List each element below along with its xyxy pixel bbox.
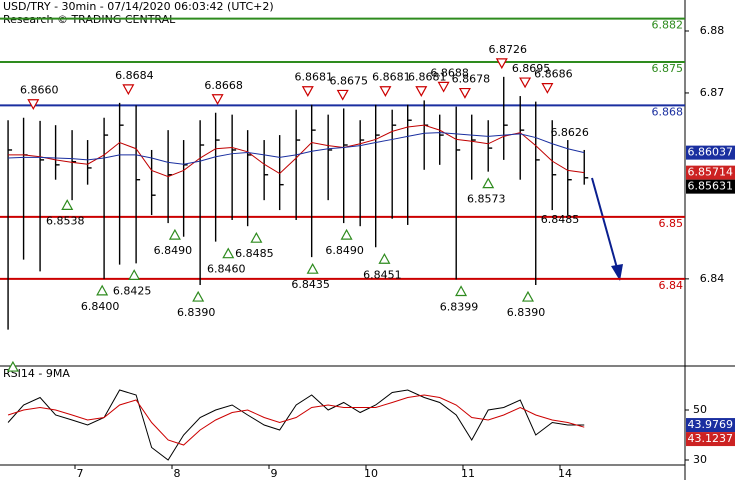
value-box [686, 145, 735, 160]
support-marker [455, 285, 468, 297]
value-box [686, 165, 735, 180]
resistance-label: 6.8675 [329, 74, 368, 87]
resistance-label: 6.8681 [372, 71, 411, 84]
resistance-marker [458, 87, 471, 99]
value-box [686, 179, 735, 194]
x-tick-label: 11 [461, 467, 475, 480]
rsi-line [7, 394, 585, 446]
support-label: 6.8390 [507, 306, 546, 319]
support-marker [378, 253, 391, 264]
resistance-marker [541, 83, 554, 94]
resistance-label: 6.8660 [20, 84, 59, 97]
support-marker [128, 269, 141, 280]
value-box-label: 43.1237 [688, 432, 734, 445]
resistance-marker [495, 58, 508, 70]
value-box-label: 43.9769 [688, 418, 734, 431]
resistance-label: 6.8681 [295, 71, 334, 84]
support-label: 6.8538 [46, 214, 85, 227]
support-marker [61, 199, 74, 210]
value-box-label: 6.86037 [688, 146, 734, 159]
y-tick-label: 6.84 [700, 272, 725, 285]
x-tick-label: 10 [364, 467, 378, 480]
support-label: 6.8451 [363, 268, 402, 281]
level-label: 6.882 [652, 19, 684, 32]
support-marker [222, 247, 235, 259]
support-label: 6.8400 [81, 300, 120, 313]
support-marker [6, 360, 19, 372]
support-label: 6.8399 [440, 300, 479, 313]
resistance-label: 6.8684 [115, 69, 154, 82]
support-label: 6.8485 [235, 247, 274, 260]
level-label: 6.85 [659, 217, 684, 230]
support-marker [250, 231, 263, 243]
x-tick-label: 8 [173, 467, 180, 480]
moving-average [8, 132, 585, 165]
value-box-label: 6.85631 [688, 180, 734, 193]
resistance-label: 6.8681 [408, 71, 447, 84]
value-box-label: 6.85714 [688, 166, 734, 179]
support-marker [96, 284, 109, 296]
support-label: 6.8573 [467, 193, 506, 206]
resistance-marker [301, 86, 314, 97]
support-label: 6.8460 [207, 263, 246, 276]
support-label: 6.8490 [154, 244, 193, 257]
resistance-marker [122, 84, 135, 96]
resistance-label: 6.8686 [534, 68, 573, 81]
resistance-marker [437, 81, 450, 93]
y-tick-label: 6.88 [700, 24, 725, 37]
support-label: 6.8390 [177, 306, 216, 319]
moving-average [8, 124, 585, 178]
resistance-marker [27, 99, 40, 110]
x-tick-label: 14 [558, 467, 572, 480]
resistance-marker [415, 86, 428, 97]
x-tick-label: 9 [270, 467, 277, 480]
resistance-marker [211, 94, 224, 106]
chart-title: USD/TRY - 30min - 07/14/2020 06:03:42 (U… [3, 0, 274, 13]
y-tick-label: 50 [693, 403, 707, 416]
note-label: 6.8485 [541, 213, 580, 226]
level-label: 6.84 [659, 279, 684, 292]
level-label: 6.875 [652, 62, 684, 75]
resistance-marker [336, 89, 349, 101]
support-label: 6.8435 [291, 278, 330, 291]
resistance-label: 6.8726 [489, 43, 528, 56]
forecast-arrow-head [611, 264, 623, 281]
value-box [686, 418, 735, 433]
value-box [686, 432, 735, 447]
level-label: 6.868 [652, 105, 684, 118]
support-marker [521, 290, 535, 302]
note-label: 6.8626 [550, 126, 589, 139]
support-marker [168, 228, 181, 240]
support-marker [306, 262, 319, 274]
support-label: 6.8490 [325, 244, 364, 257]
support-marker [192, 290, 205, 302]
support-label: 6.8425 [113, 284, 152, 297]
support-marker [340, 228, 353, 240]
resistance-marker [519, 77, 532, 89]
support-marker [482, 177, 495, 189]
forecast-arrow [591, 177, 618, 269]
resistance-label: 6.8668 [204, 79, 243, 92]
rsi-title: RSI14 - 9MA [3, 367, 70, 380]
y-tick-label: 30 [693, 453, 707, 466]
resistance-label: 6.8688 [430, 66, 469, 79]
resistance-marker [379, 86, 392, 97]
resistance-label: 6.8695 [512, 62, 551, 75]
y-tick-label: 6.87 [700, 86, 725, 99]
resistance-label: 6.8678 [452, 73, 491, 86]
x-tick-label: 7 [76, 467, 83, 480]
